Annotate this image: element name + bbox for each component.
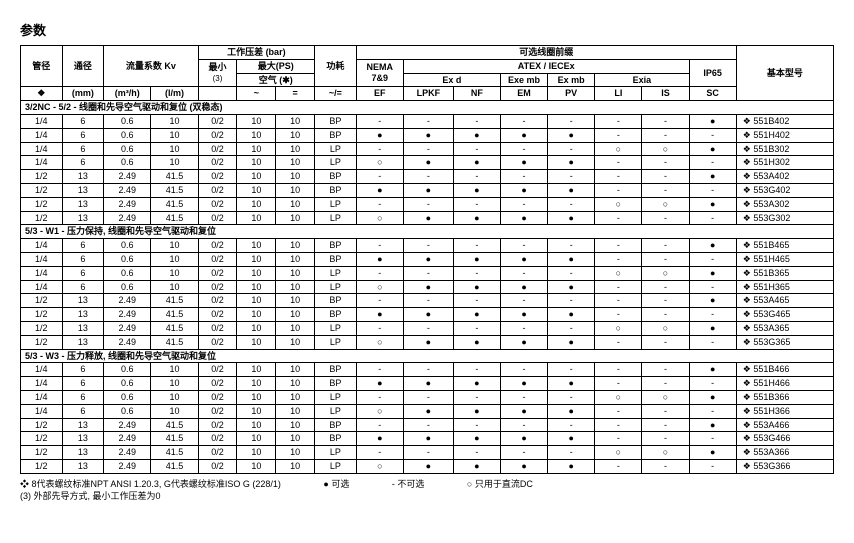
table-row: 1/2132.4941.50/21010LP○●●●●---❖ 553G366 (21, 459, 834, 473)
th-max: 最大(PS) (237, 59, 315, 73)
th-ip65: IP65 (689, 59, 736, 87)
legend-filled: ● 可选 (323, 478, 349, 491)
th-exemb: Exe mb (500, 73, 547, 87)
table-row: 1/460.6100/21010LP○●●●●---❖ 551H366 (21, 404, 834, 418)
th-is: IS (642, 87, 689, 101)
th-unit-tilde: ~ (237, 87, 276, 101)
th-ef: EF (356, 87, 403, 101)
table-row: 1/460.6100/21010LP-----○○●❖ 551B302 (21, 142, 834, 156)
table-row: 1/2132.4941.50/21010LP-----○○●❖ 553A366 (21, 446, 834, 460)
th-unit-m3h: (m³/h) (104, 87, 151, 101)
th-nf: NF (453, 87, 500, 101)
th-bore: 通径 (62, 46, 104, 87)
table-row: 1/2132.4941.50/21010BP-------●❖ 553A465 (21, 294, 834, 308)
th-pipe: 管径 (21, 46, 63, 87)
table-row: 1/460.6100/21010BP●●●●●---❖ 551H465 (21, 252, 834, 266)
table-row: 1/2132.4941.50/21010BP-------●❖ 553A402 (21, 170, 834, 184)
section-header: 5/3 - W3 - 压力释放, 线圈和先导空气驱动和复位 (21, 349, 834, 363)
table-row: 1/460.6100/21010LP○●●●●---❖ 551H302 (21, 156, 834, 170)
th-unit-lm: (l/m) (151, 87, 198, 101)
th-nema: NEMA 7&9 (356, 59, 403, 87)
section-header: 3/2NC - 5/2 - 线圈和先导空气驱动和复位 (双稳态) (21, 101, 834, 115)
th-unit-pipe: ❖ (21, 87, 63, 101)
th-min: 最小(3) (198, 59, 237, 87)
section-header: 5/3 - W1 - 压力保持, 线圈和先导空气驱动和复位 (21, 225, 834, 239)
th-li: LI (595, 87, 642, 101)
table-row: 1/2132.4941.50/21010BP-------●❖ 553A466 (21, 418, 834, 432)
table-row: 1/2132.4941.50/21010LP-----○○●❖ 553A365 (21, 321, 834, 335)
footnote-2: (3) 外部先导方式, 最小工作压差为0 (20, 491, 161, 501)
table-row: 1/460.6100/21010LP○●●●●---❖ 551H365 (21, 280, 834, 294)
th-workdiff: 工作压差 (bar) (198, 46, 315, 60)
table-row: 1/460.6100/21010LP-----○○●❖ 551B365 (21, 266, 834, 280)
th-atex: ATEX / IECEx (403, 59, 689, 73)
th-power: 功耗 (315, 46, 357, 87)
table-row: 1/460.6100/21010BP-------●❖ 551B466 (21, 363, 834, 377)
th-exd: Ex d (403, 73, 500, 87)
th-unit-bore: (mm) (62, 87, 104, 101)
table-row: 1/460.6100/21010BP-------●❖ 551B465 (21, 239, 834, 253)
th-em: EM (500, 87, 547, 101)
table-row: 1/2132.4941.50/21010LP○●●●●---❖ 553G302 (21, 211, 834, 225)
th-air: 空气 (✱) (237, 73, 315, 87)
th-model: 基本型号 (736, 46, 833, 101)
th-lpkf: LPKF (403, 87, 453, 101)
table-row: 1/2132.4941.50/21010LP-----○○●❖ 553A302 (21, 197, 834, 211)
th-pv: PV (548, 87, 595, 101)
footnotes: ❖ 8代表螺纹标准NPT ANSI 1.20.3, G代表螺纹标准ISO G (… (20, 478, 834, 503)
table-row: 1/2132.4941.50/21010BP●●●●●---❖ 553G402 (21, 183, 834, 197)
th-unit-power: ~/= (315, 87, 357, 101)
table-row: 1/2132.4941.50/21010LP○●●●●---❖ 553G365 (21, 335, 834, 349)
th-exia: Exia (595, 73, 689, 87)
table-row: 1/2132.4941.50/21010BP●●●●●---❖ 553G465 (21, 308, 834, 322)
table-row: 1/460.6100/21010BP-------●❖ 551B402 (21, 114, 834, 128)
th-exmb: Ex mb (548, 73, 595, 87)
footnote-1: ❖ 8代表螺纹标准NPT ANSI 1.20.3, G代表螺纹标准ISO G (… (20, 479, 281, 489)
legend-open: ○ 只用于直流DC (467, 478, 533, 491)
table-row: 1/460.6100/21010BP●●●●●---❖ 551H402 (21, 128, 834, 142)
th-coilprefix: 可选线圈前缀 (356, 46, 736, 60)
th-kv: 流量系数 Kv (104, 46, 198, 87)
spec-table: 管径 通径 流量系数 Kv 工作压差 (bar) 功耗 可选线圈前缀 基本型号 … (20, 45, 834, 474)
table-row: 1/460.6100/21010BP●●●●●---❖ 551H466 (21, 377, 834, 391)
th-unit-eq: = (276, 87, 315, 101)
legend-dash: - 不可选 (392, 478, 425, 491)
page-title: 参数 (20, 20, 834, 39)
table-row: 1/2132.4941.50/21010BP●●●●●---❖ 553G466 (21, 432, 834, 446)
th-sc: SC (689, 87, 736, 101)
table-row: 1/460.6100/21010LP-----○○●❖ 551B366 (21, 390, 834, 404)
